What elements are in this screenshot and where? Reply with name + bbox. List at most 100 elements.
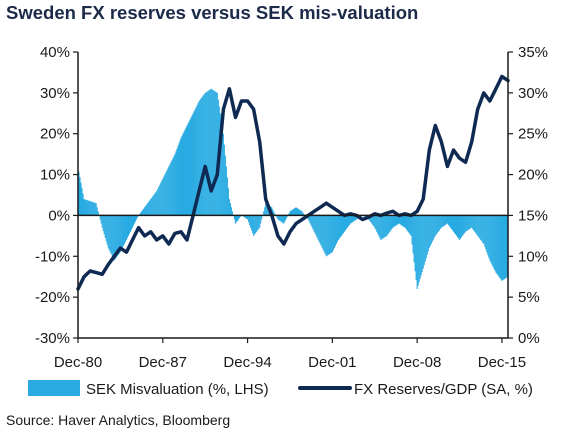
bar: [403, 215, 405, 228]
bar: [484, 215, 486, 247]
bar: [216, 92, 218, 216]
bar: [409, 215, 411, 235]
bar: [81, 188, 83, 216]
bar: [86, 200, 88, 216]
bar: [290, 210, 292, 216]
bar: [386, 215, 388, 236]
bar: [346, 215, 349, 228]
bar: [490, 215, 492, 263]
y-right-tick-label: 30%: [518, 85, 548, 102]
bar: [176, 148, 178, 216]
bar: [135, 215, 138, 220]
bar: [80, 182, 82, 216]
bar: [200, 98, 202, 216]
bar: [133, 215, 136, 224]
y-right-tick-label: 0%: [518, 330, 540, 347]
bar: [446, 215, 448, 224]
bar: [203, 94, 205, 216]
x-tick-label: Dec-08: [393, 354, 441, 371]
bar: [326, 215, 328, 256]
bar: [204, 92, 206, 216]
bar: [122, 215, 124, 247]
bar: [440, 215, 442, 228]
bar: [375, 215, 377, 230]
bar: [257, 215, 259, 231]
bar: [501, 215, 503, 281]
bar: [349, 215, 352, 224]
bar: [383, 215, 385, 238]
bar: [500, 215, 502, 280]
bar: [413, 215, 415, 263]
bar: [465, 215, 467, 232]
bar: [459, 215, 461, 240]
bar: [161, 180, 163, 216]
bar: [302, 212, 304, 216]
bar: [497, 215, 499, 276]
bar: [499, 215, 501, 279]
bar: [321, 215, 323, 249]
bar: [175, 151, 177, 216]
bar: [128, 215, 131, 234]
bar: [106, 215, 108, 245]
legend-layer: SEK Misvaluation (%, LHS) FX Reserves/GD…: [28, 380, 533, 398]
bar: [340, 215, 342, 236]
bar: [219, 113, 221, 216]
bar: [448, 215, 451, 227]
bar: [505, 215, 507, 279]
bar: [466, 215, 468, 232]
bar: [162, 178, 164, 216]
x-tick-label: Dec-15: [478, 354, 526, 371]
bar: [425, 215, 427, 259]
bar: [442, 215, 444, 227]
bar: [229, 203, 231, 216]
bar: [486, 215, 488, 253]
bar: [316, 215, 318, 238]
bar: [401, 215, 403, 226]
bar: [343, 215, 346, 232]
bar: [111, 215, 113, 257]
bar: [480, 215, 482, 240]
bar: [332, 215, 334, 251]
bar: [294, 207, 296, 216]
bar: [88, 200, 90, 216]
bar: [148, 201, 150, 216]
bar: [467, 215, 469, 231]
bar: [140, 212, 142, 216]
bar: [193, 111, 195, 216]
bar: [124, 215, 126, 242]
bar: [390, 215, 392, 231]
legend-line-label: FX Reserves/GDP (SA, %): [354, 381, 533, 398]
bar: [342, 215, 345, 234]
bar: [143, 208, 145, 216]
bar: [347, 215, 350, 227]
bar: [322, 215, 324, 251]
bar: [116, 215, 118, 257]
bar: [291, 209, 293, 216]
bar: [289, 211, 291, 216]
bar: [455, 215, 458, 236]
bar: [265, 203, 267, 216]
bar: [160, 182, 162, 216]
bar: [157, 188, 159, 216]
y-right-tick-label: 25%: [518, 126, 548, 143]
bar: [235, 215, 238, 223]
bar: [373, 215, 375, 227]
bar: [189, 119, 191, 216]
bar: [205, 92, 207, 216]
bar: [190, 117, 192, 216]
bar: [227, 188, 229, 216]
bar: [96, 207, 98, 216]
bar: [222, 133, 224, 216]
bar: [259, 215, 261, 228]
bar: [92, 202, 94, 216]
bar: [477, 215, 479, 236]
bar: [110, 215, 112, 255]
bar: [450, 215, 453, 230]
y-left-tick-label: -10%: [35, 248, 70, 265]
bar: [247, 215, 249, 220]
bar: [353, 215, 355, 222]
bar: [158, 186, 160, 216]
bar: [179, 140, 181, 216]
bar: [449, 215, 452, 228]
bar: [338, 215, 340, 239]
